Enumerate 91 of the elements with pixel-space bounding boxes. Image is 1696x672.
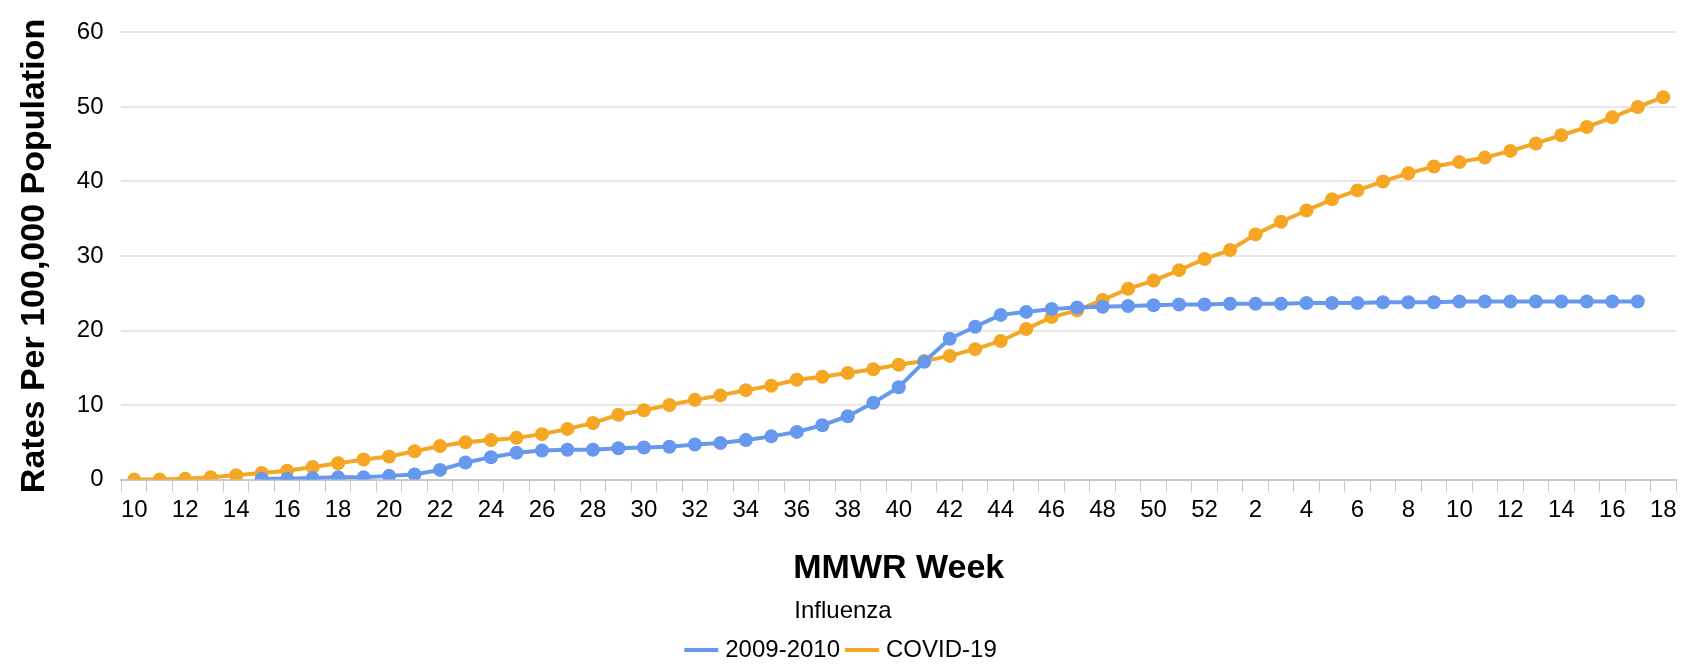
point bbox=[1299, 295, 1314, 310]
x-tick-label: 20 bbox=[375, 494, 403, 522]
x-tick-label: 22 bbox=[426, 494, 454, 522]
point bbox=[458, 455, 473, 470]
point bbox=[1401, 295, 1416, 310]
point bbox=[560, 442, 575, 457]
point bbox=[1197, 297, 1212, 312]
point bbox=[1248, 296, 1263, 311]
point bbox=[1630, 294, 1645, 309]
point bbox=[764, 429, 779, 444]
y-tick-label: 50 bbox=[76, 91, 104, 119]
point bbox=[687, 437, 702, 452]
legend-title: Influenza bbox=[794, 595, 893, 623]
point bbox=[1095, 299, 1110, 314]
point bbox=[815, 418, 830, 433]
x-tick-label: 42 bbox=[936, 494, 964, 522]
point bbox=[1477, 294, 1492, 309]
point bbox=[407, 467, 422, 480]
x-tick-label: 4 bbox=[1299, 494, 1314, 522]
y-tick-label: 40 bbox=[76, 166, 104, 194]
x-tick-label: 14 bbox=[1547, 494, 1575, 522]
legend-label: 2009-2010 bbox=[725, 634, 841, 662]
x-tick-label: 12 bbox=[1497, 494, 1524, 522]
point bbox=[1375, 295, 1390, 310]
point bbox=[662, 439, 677, 454]
x-tick-label: 38 bbox=[834, 494, 862, 522]
y-tick-label: 20 bbox=[76, 315, 104, 343]
x-tick-label: 18 bbox=[1649, 494, 1677, 522]
y-axis-title: Rates Per 100,000 Population bbox=[12, 18, 51, 494]
x-tick-label: 44 bbox=[987, 494, 1015, 522]
point bbox=[484, 450, 499, 465]
point bbox=[1146, 298, 1161, 313]
point bbox=[1274, 296, 1288, 311]
x-tick-label: 30 bbox=[630, 494, 658, 522]
x-tick-label: 14 bbox=[222, 494, 250, 522]
point bbox=[509, 445, 524, 460]
y-tick-label: 0 bbox=[90, 464, 104, 492]
x-tick-label: 2 bbox=[1248, 494, 1263, 522]
x-tick-label: 18 bbox=[324, 494, 352, 522]
x-tick-label: 12 bbox=[171, 494, 199, 522]
point bbox=[840, 409, 855, 424]
point bbox=[942, 331, 957, 346]
x-tick-label: 10 bbox=[120, 494, 148, 522]
x-tick-label: 6 bbox=[1350, 494, 1365, 522]
point bbox=[1528, 294, 1543, 309]
x-tick-label: 16 bbox=[273, 494, 301, 522]
x-tick-label: 8 bbox=[1401, 494, 1416, 522]
x-axis-title: MMWR Week bbox=[793, 547, 1005, 586]
x-tick-label: 36 bbox=[783, 494, 811, 522]
point bbox=[1172, 297, 1187, 312]
x-tick-label: 32 bbox=[681, 494, 709, 522]
point bbox=[585, 442, 600, 457]
point bbox=[993, 307, 1008, 322]
y-tick-label: 10 bbox=[76, 389, 104, 417]
x-tick-label: 40 bbox=[885, 494, 913, 522]
x-tick-label: 46 bbox=[1038, 494, 1065, 522]
x-tick-label: 26 bbox=[528, 494, 556, 522]
x-tick-label: 34 bbox=[732, 494, 760, 522]
point bbox=[1503, 294, 1518, 309]
y-tick-label: 30 bbox=[76, 240, 104, 268]
point bbox=[713, 436, 728, 451]
point bbox=[1019, 304, 1034, 319]
point bbox=[636, 440, 651, 455]
point bbox=[1044, 301, 1059, 316]
point bbox=[382, 468, 397, 480]
point bbox=[866, 395, 881, 410]
legend-label: COVID-19 bbox=[886, 634, 997, 662]
point bbox=[534, 443, 549, 458]
point bbox=[611, 441, 626, 456]
point bbox=[1452, 294, 1467, 309]
point bbox=[1121, 298, 1136, 313]
x-tick-label: 16 bbox=[1598, 494, 1626, 522]
point bbox=[1223, 296, 1238, 311]
point bbox=[1605, 294, 1620, 309]
x-tick-label: 28 bbox=[579, 494, 607, 522]
point bbox=[738, 433, 753, 448]
point bbox=[1324, 295, 1339, 310]
point bbox=[1554, 294, 1569, 309]
x-tick-label: 50 bbox=[1140, 494, 1167, 522]
x-tick-label: 24 bbox=[477, 494, 505, 522]
x-tick-label: 10 bbox=[1446, 494, 1473, 522]
y-tick-label: 60 bbox=[76, 17, 104, 45]
point bbox=[968, 319, 983, 334]
x-tick-label: 52 bbox=[1191, 494, 1218, 522]
point bbox=[433, 462, 448, 477]
x-tick-label: 48 bbox=[1089, 494, 1116, 522]
point bbox=[1426, 295, 1441, 310]
point bbox=[1350, 295, 1365, 310]
point bbox=[1579, 294, 1594, 309]
point bbox=[789, 424, 804, 439]
point bbox=[891, 380, 906, 395]
